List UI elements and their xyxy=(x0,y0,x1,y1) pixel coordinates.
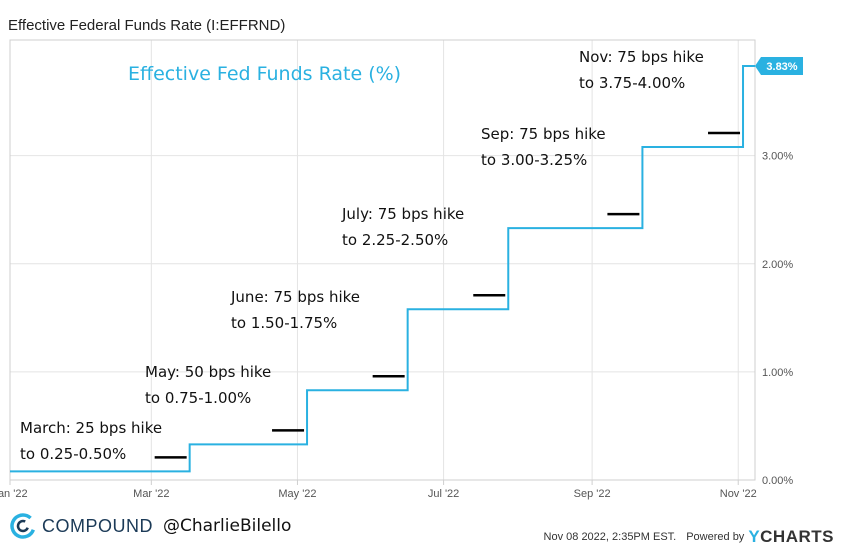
ycharts-logo-rest: CHARTS xyxy=(760,527,834,546)
footer-handle: @CharlieBilello xyxy=(163,516,292,536)
annotation-line2-5: to 3.75-4.00% xyxy=(579,74,685,92)
x-tick-label-5: Nov '22 xyxy=(720,488,757,500)
compound-logo-icon xyxy=(10,513,36,539)
annotation-1: May: 50 bps hike to 0.75-1.00% xyxy=(145,363,305,432)
ycharts-logo: YCHARTS xyxy=(748,527,834,547)
annotation-line1-1: May: 50 bps hike xyxy=(145,363,271,381)
footer-source: Nov 08 2022, 2:35PM EST. Powered by YCHA… xyxy=(544,527,834,547)
x-tick-label-4: Sep '22 xyxy=(574,488,611,500)
annotations-layer: March: 25 bps hike to 0.25-0.50% May: 50 b… xyxy=(20,48,741,463)
ycharts-logo-y: Y xyxy=(748,527,761,546)
annotation-line1-5: Nov: 75 bps hike xyxy=(579,48,704,66)
annotation-5: Nov: 75 bps hike to 3.75-4.00% xyxy=(579,48,741,135)
last-value-badge-group: 3.83% xyxy=(755,56,803,75)
annotation-4: Sep: 75 bps hike to 3.00-3.25% xyxy=(481,125,640,216)
footer-company-name: COMPOUND xyxy=(42,515,153,536)
chart-header-title: Effective Federal Funds Rate (I:EFFRND) xyxy=(8,17,286,34)
annotation-line1-4: Sep: 75 bps hike xyxy=(481,125,606,143)
last-value-label: 3.83% xyxy=(766,61,797,73)
annotation-line1-0: March: 25 bps hike xyxy=(20,419,162,437)
footer-brand: COMPOUND @CharlieBilello xyxy=(10,513,291,539)
y-tick-label-2: 2.00% xyxy=(762,259,793,271)
x-tick-label-0: Jan '22 xyxy=(0,488,28,500)
x-tick-label-1: Mar '22 xyxy=(133,488,169,500)
plot-area-border xyxy=(9,39,756,481)
last-value-badge xyxy=(755,56,803,75)
annotation-line2-1: to 0.75-1.00% xyxy=(145,389,251,407)
annotation-line2-0: to 0.25-0.50% xyxy=(20,445,126,463)
series-line-effr xyxy=(10,64,755,473)
annotation-line1-3: July: 75 bps hike xyxy=(341,205,464,223)
annotation-line2-3: to 2.25-2.50% xyxy=(342,231,448,249)
x-tick-label-2: May '22 xyxy=(278,488,316,500)
annotation-0: March: 25 bps hike to 0.25-0.50% xyxy=(20,419,187,463)
y-tick-label-3: 3.00% xyxy=(762,151,793,163)
annotation-2: June: 75 bps hike to 1.50-1.75% xyxy=(230,288,405,378)
y-tick-label-1: 1.00% xyxy=(762,367,793,379)
annotation-line2-2: to 1.50-1.75% xyxy=(231,314,337,332)
x-tick-label-3: Jul '22 xyxy=(428,488,459,500)
grid-layer xyxy=(9,40,755,480)
y-tick-label-0: 0.00% xyxy=(762,475,793,487)
annotation-3: July: 75 bps hike to 2.25-2.50% xyxy=(341,205,506,297)
footer-date: Nov 08 2022, 2:35PM EST. xyxy=(543,531,677,543)
axis-ticks-layer: Jan '22 Mar '22 May '22 Jul '22 Sep '22 Nov '… xyxy=(0,151,793,500)
annotation-line2-4: to 3.00-3.25% xyxy=(481,151,587,169)
chart-inner-title: Effective Fed Funds Rate (%) xyxy=(128,63,401,85)
footer-powered-by: Powered by xyxy=(686,531,745,543)
annotation-line1-2: June: 75 bps hike xyxy=(230,288,360,306)
